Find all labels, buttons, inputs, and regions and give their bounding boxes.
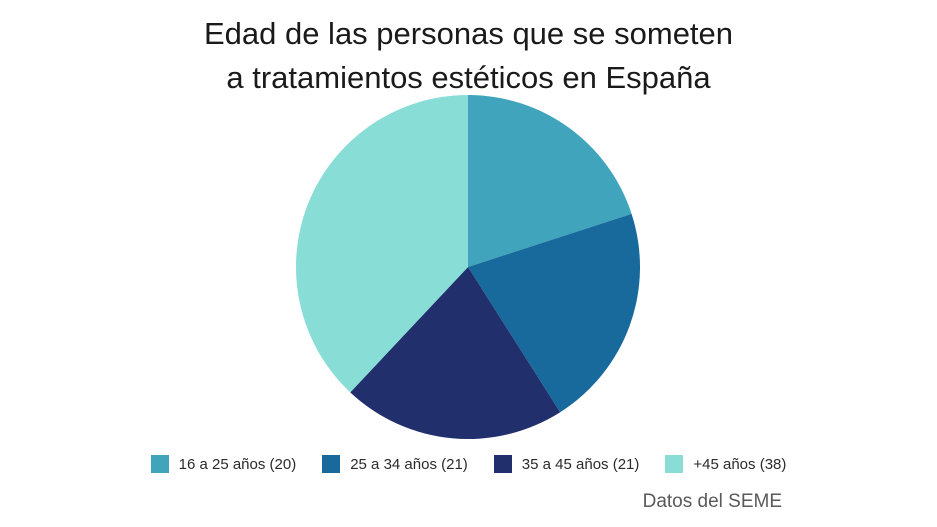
legend-item-4: +45 años (38) — [665, 455, 786, 473]
pie-slice-3 — [350, 267, 561, 439]
legend-swatch — [665, 455, 684, 473]
legend-label: +45 años (38) — [693, 455, 787, 473]
chart-title-line-2: a tratamientos estéticos en España — [226, 60, 711, 95]
legend-label: 25 a 34 años (21) — [350, 455, 468, 473]
legend: 16 a 25 años (20) 25 a 34 años (21) 35 a 4… — [0, 455, 937, 473]
legend-item-1: 16 a 25 años (20) — [150, 455, 297, 473]
chart-title: Edad de las personas que se someten a tr… — [0, 12, 937, 100]
legend-label: 35 a 45 años (21) — [521, 455, 640, 473]
pie-slice-4 — [296, 95, 468, 393]
legend-swatch — [150, 455, 169, 473]
legend-item-2: 25 a 34 años (21) — [322, 455, 468, 473]
legend-swatch — [322, 455, 341, 473]
chart-title-line-1: Edad de las personas que se someten — [203, 16, 734, 51]
legend-label: 16 a 25 años (20) — [178, 455, 297, 473]
pie-slice-2 — [468, 213, 640, 413]
legend-swatch — [493, 455, 512, 473]
pie-slice-1 — [468, 95, 632, 267]
legend-item-3: 35 a 45 años (21) — [493, 455, 640, 473]
source-note: Datos del SEME — [642, 491, 782, 512]
